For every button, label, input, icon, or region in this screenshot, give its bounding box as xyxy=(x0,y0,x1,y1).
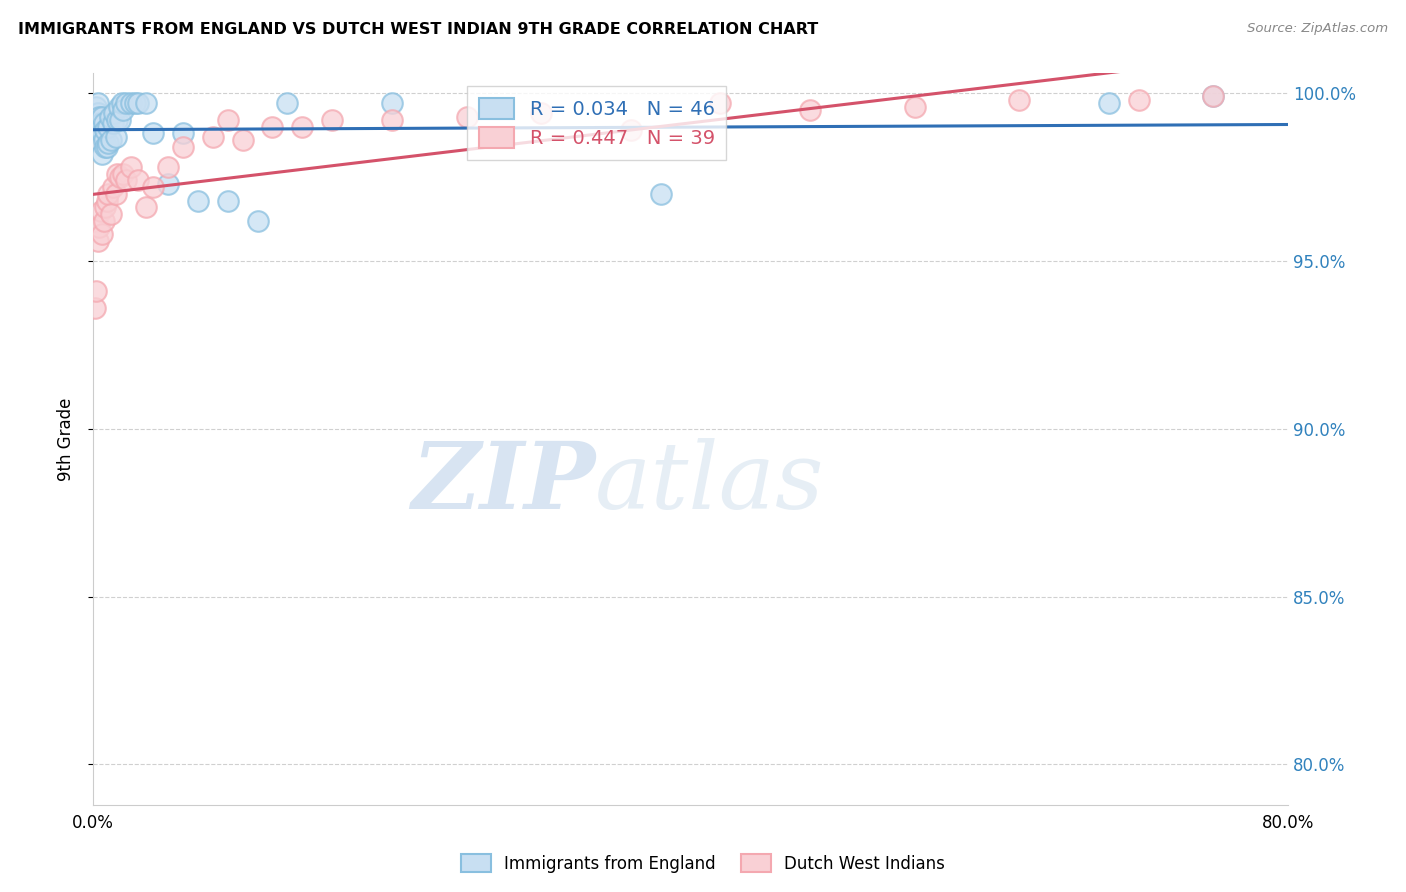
Point xyxy=(201,129,224,144)
Point xyxy=(1008,93,1031,107)
Point xyxy=(84,99,107,113)
Point xyxy=(650,186,672,201)
Point xyxy=(246,213,269,227)
Point xyxy=(456,110,478,124)
Point xyxy=(127,173,149,187)
Text: ZIP: ZIP xyxy=(411,438,595,528)
Point xyxy=(93,133,115,147)
Point xyxy=(105,167,128,181)
Point xyxy=(134,96,156,111)
Point xyxy=(799,103,821,117)
Point xyxy=(97,120,120,134)
Point xyxy=(86,106,108,120)
Point xyxy=(91,146,114,161)
Point xyxy=(124,96,146,111)
Point xyxy=(94,200,117,214)
Point xyxy=(89,123,111,137)
Point xyxy=(108,112,131,127)
Point xyxy=(94,123,117,137)
Point xyxy=(127,96,149,111)
Point xyxy=(276,96,298,111)
Point xyxy=(381,96,404,111)
Point xyxy=(89,110,111,124)
Point xyxy=(97,136,120,151)
Point xyxy=(103,106,125,120)
Point xyxy=(1128,93,1150,107)
Text: IMMIGRANTS FROM ENGLAND VS DUTCH WEST INDIAN 9TH GRADE CORRELATION CHART: IMMIGRANTS FROM ENGLAND VS DUTCH WEST IN… xyxy=(18,22,818,37)
Point xyxy=(321,112,343,127)
Point xyxy=(142,180,165,194)
Point xyxy=(156,160,179,174)
Text: Source: ZipAtlas.com: Source: ZipAtlas.com xyxy=(1247,22,1388,36)
Point xyxy=(96,140,118,154)
Point xyxy=(104,186,127,201)
Point xyxy=(110,96,132,111)
Point xyxy=(96,194,118,208)
Point xyxy=(262,120,284,134)
Point xyxy=(115,96,138,111)
Point xyxy=(381,112,404,127)
Point xyxy=(217,112,239,127)
Point xyxy=(120,160,142,174)
Y-axis label: 9th Grade: 9th Grade xyxy=(58,397,75,481)
Point xyxy=(156,177,179,191)
Point xyxy=(108,169,131,184)
Point xyxy=(120,96,142,111)
Point xyxy=(291,120,314,134)
Point xyxy=(101,116,124,130)
Point xyxy=(142,127,165,141)
Point xyxy=(620,123,643,137)
Point xyxy=(112,167,135,181)
Point xyxy=(172,127,194,141)
Point xyxy=(86,96,108,111)
Point xyxy=(93,213,115,227)
Point xyxy=(530,106,553,120)
Point xyxy=(90,203,112,218)
Point xyxy=(217,194,239,208)
Point xyxy=(100,133,122,147)
Point xyxy=(93,116,115,130)
Text: atlas: atlas xyxy=(595,438,824,528)
Point xyxy=(100,207,122,221)
Point xyxy=(101,180,124,194)
Legend: Immigrants from England, Dutch West Indians: Immigrants from England, Dutch West Indi… xyxy=(454,847,952,880)
Point xyxy=(187,194,209,208)
Point xyxy=(86,234,108,248)
Point xyxy=(115,173,138,187)
Point xyxy=(91,110,114,124)
Point xyxy=(232,133,254,147)
Point xyxy=(89,220,111,235)
Point xyxy=(83,301,105,315)
Point xyxy=(1202,89,1225,103)
Point xyxy=(105,112,128,127)
Point xyxy=(904,99,927,113)
Point xyxy=(1098,96,1121,111)
Point xyxy=(112,103,135,117)
Point xyxy=(83,120,105,134)
Point xyxy=(172,140,194,154)
Point xyxy=(86,120,108,134)
Point xyxy=(709,96,731,111)
Point xyxy=(90,136,112,151)
Point xyxy=(134,200,156,214)
Point xyxy=(84,112,107,127)
Point xyxy=(107,99,129,113)
Point xyxy=(104,129,127,144)
Point xyxy=(84,284,107,298)
Legend: R = 0.034   N = 46, R = 0.447   N = 39: R = 0.034 N = 46, R = 0.447 N = 39 xyxy=(467,87,727,160)
Point xyxy=(98,110,121,124)
Point xyxy=(91,227,114,241)
Point xyxy=(91,127,114,141)
Point xyxy=(90,116,112,130)
Point xyxy=(1202,89,1225,103)
Point xyxy=(97,186,120,201)
Point xyxy=(94,140,117,154)
